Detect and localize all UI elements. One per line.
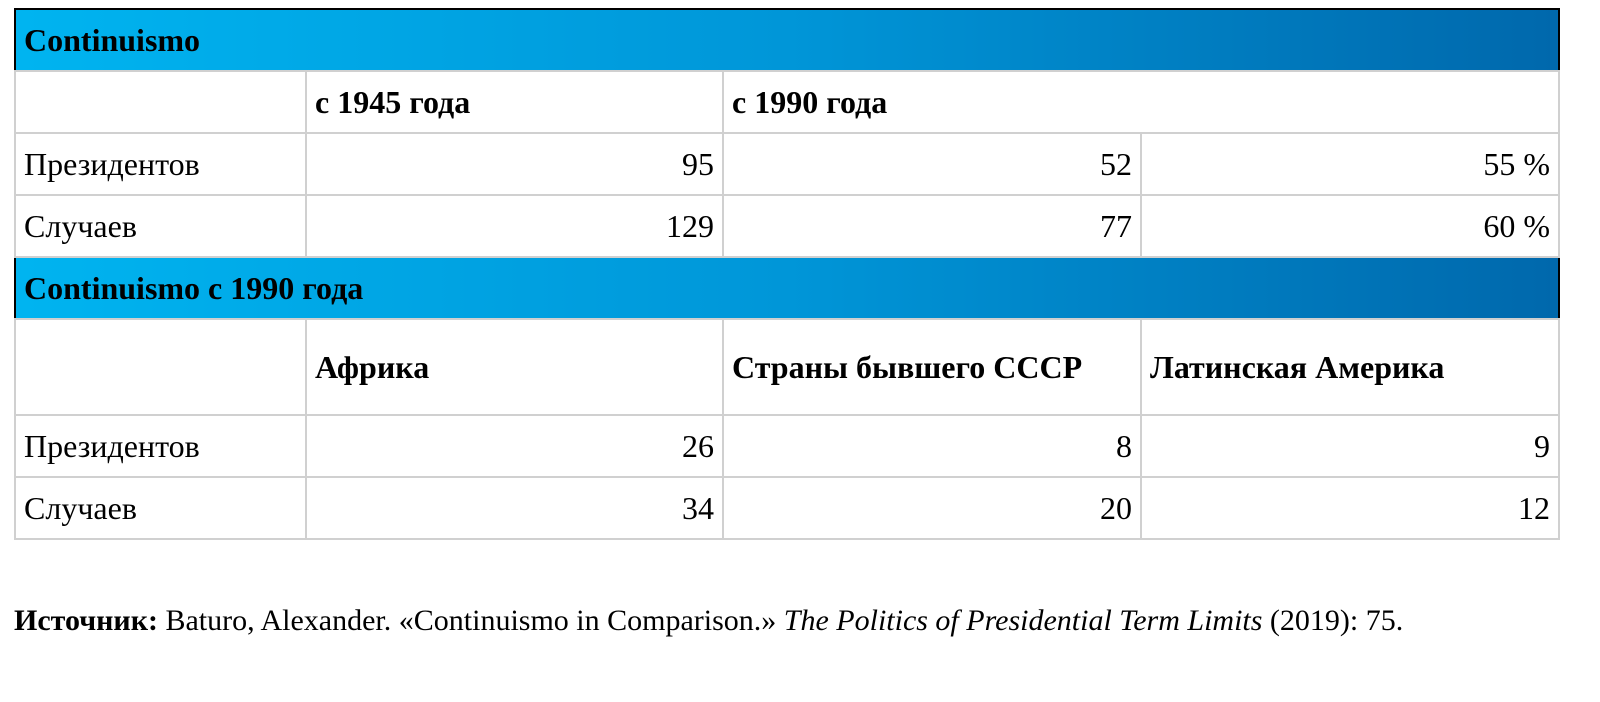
- value-cell: 55 %: [1139, 132, 1561, 196]
- value-cell: 129: [305, 194, 724, 258]
- value-cell: 60 %: [1139, 194, 1561, 258]
- value-cell: 9: [1139, 414, 1561, 478]
- column-header: с 1990 года: [721, 70, 1561, 134]
- row-label: Президентов: [14, 414, 307, 478]
- section-title: Continuismo с 1990 года: [15, 257, 1560, 320]
- corner-cell: [14, 318, 307, 416]
- section-row: Continuismo с 1990 года: [15, 257, 1560, 320]
- header-row: с 1945 года с 1990 года: [14, 70, 1561, 134]
- value-cell: 12: [1139, 476, 1561, 540]
- value-cell: 95: [305, 132, 724, 196]
- column-header: с 1945 года: [305, 70, 724, 134]
- source-rest: (2019): 75.: [1269, 604, 1404, 637]
- value-cell: 20: [722, 476, 1142, 540]
- source-note: Источник: Baturo, Alexander. «Continuism…: [14, 600, 1559, 641]
- column-header: Латинская Америка: [1139, 318, 1561, 416]
- value-cell: 8: [722, 414, 1142, 478]
- section-row: Continuismo: [15, 9, 1560, 72]
- column-header: Африка: [305, 318, 724, 416]
- value-cell: 26: [305, 414, 724, 478]
- header-row: Африка Страны бывшего СССР Латинская Амери…: [14, 318, 1561, 416]
- corner-cell: [14, 70, 307, 134]
- source-label: Источник:: [14, 604, 158, 637]
- value-cell: 52: [722, 132, 1142, 196]
- data-row: Случаев 34 20 12: [14, 476, 1561, 540]
- row-label: Случаев: [14, 194, 307, 258]
- source-title: The Politics of Presidential Term Limits: [783, 604, 1263, 637]
- data-row: Президентов 26 8 9: [14, 414, 1561, 478]
- section-title: Continuismo: [15, 9, 1560, 72]
- column-header: Страны бывшего СССР: [722, 318, 1142, 416]
- row-label: Случаев: [14, 476, 307, 540]
- source-text: Baturo, Alexander. «Continuismo in Compa…: [165, 604, 777, 637]
- value-cell: 77: [722, 194, 1142, 258]
- row-label: Президентов: [14, 132, 307, 196]
- data-row: Президентов 95 52 55 %: [14, 132, 1561, 196]
- value-cell: 34: [305, 476, 724, 540]
- data-row: Случаев 129 77 60 %: [14, 194, 1561, 258]
- data-table: Continuismo с 1945 года с 1990 года Президе…: [14, 8, 1561, 540]
